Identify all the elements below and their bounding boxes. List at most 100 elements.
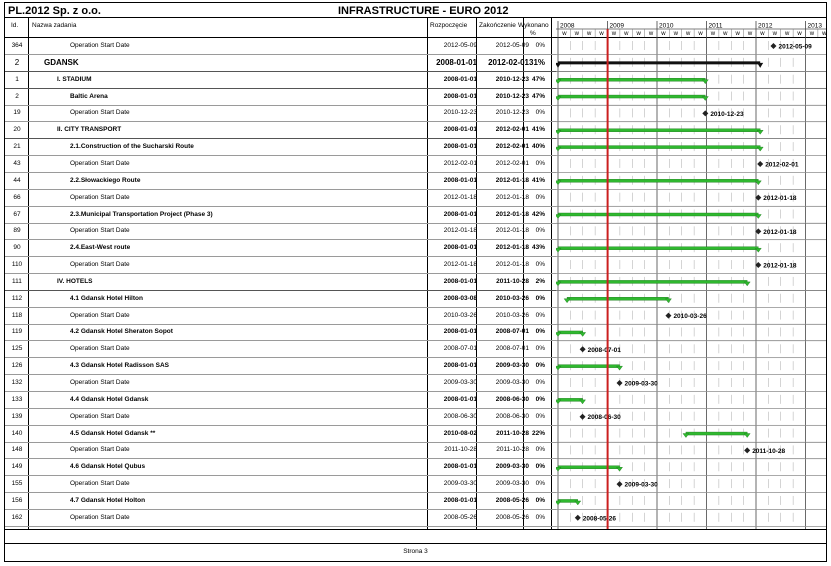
row-percent: 41%	[531, 176, 545, 184]
row-name: 4.7 Gdansk Hotel Holton	[70, 496, 146, 504]
week-label: w	[734, 31, 740, 37]
row-id: 133	[11, 395, 23, 403]
row-end-date: 2010-12-23	[495, 75, 529, 83]
milestone-diamond	[757, 160, 764, 167]
row-end-date: 2012-01-18	[495, 261, 529, 269]
row-name: Operation Start Date	[70, 227, 130, 235]
task-bar	[557, 78, 706, 82]
row-start-date: 2008-01-01	[443, 92, 477, 100]
row-start-date: 2009-03-30	[443, 480, 477, 488]
task-end-cap	[556, 500, 562, 506]
table-row: 364 Operation Start Date 2012-05-09 2012-05…	[5, 38, 826, 55]
table-row: 155 Operation Start Date 2009-03-30 2009-03…	[5, 476, 826, 494]
table-row: 19 Operation Start Date 2010-12-23 2010-12-…	[5, 105, 826, 123]
row-separator	[5, 323, 826, 325]
row-end-date: 2012-02-01	[495, 159, 529, 167]
table-row: 162 Operation Start Date 2008-05-26 2008-05…	[5, 510, 826, 527]
milestone-diamond	[579, 346, 586, 353]
row-percent: 0%	[535, 42, 545, 49]
row-id: 67	[13, 210, 21, 218]
task-end-cap	[556, 365, 562, 371]
milestone-diamond	[755, 262, 762, 269]
row-percent: 0%	[535, 496, 545, 504]
task-end-cap	[556, 146, 562, 152]
milestone-diamond	[770, 43, 777, 49]
row-name: IV. HOTELS	[57, 277, 93, 285]
year-label: 2011	[709, 23, 723, 30]
row-start-date: 2008-03-08	[443, 294, 477, 302]
week-label: w	[796, 31, 802, 37]
milestone-label: 2010-03-26	[673, 313, 707, 320]
row-percent: 0%	[535, 159, 545, 167]
row-name: Operation Start Date	[70, 412, 130, 420]
task-bar	[557, 212, 759, 217]
report-title: INFRASTRUCTURE - EURO 2012	[338, 5, 509, 17]
milestone-label: 2012-02-01	[765, 161, 799, 168]
task-end-cap	[556, 96, 562, 101]
row-start-date: 2008-01-01	[443, 463, 477, 471]
col-start-header: Rozpoczęcie	[430, 22, 468, 29]
row-name: 2.3.Municipal Transportation Project (Ph…	[70, 210, 213, 218]
milestone-label: 2012-05-09	[778, 44, 812, 51]
week-label: w	[561, 31, 567, 37]
row-id: 126	[11, 362, 23, 370]
row-name: Operation Start Date	[70, 311, 130, 319]
row-separator	[5, 340, 826, 342]
row-separator	[5, 289, 826, 291]
row-start-date: 2008-01-01	[443, 210, 477, 218]
row-id: 66	[13, 193, 21, 201]
year-label: 2012	[758, 23, 773, 30]
row-end-date: 2012-02-01	[495, 143, 529, 151]
row-percent: 0%	[535, 109, 545, 117]
table-row: 111 IV. HOTELS 2008-01-01 2011-10-28 2%	[5, 274, 826, 291]
row-start-date: 2008-01-01	[443, 176, 477, 184]
milestone-label: 2012-01-18	[763, 263, 797, 270]
row-percent: 0%	[535, 345, 545, 353]
row-end-date: 2012-02-01	[495, 126, 529, 134]
row-separator	[5, 492, 826, 494]
milestone-label: 2012-01-18	[763, 229, 797, 236]
row-end-date: 2012-02-01	[488, 57, 529, 67]
table-row: 139 Operation Start Date 2008-06-30 2008-06…	[5, 409, 826, 426]
row-name: 2.2.Słowackiego Route	[70, 176, 141, 184]
table-row: 110 Operation Start Date 2012-01-18 2012-01…	[5, 257, 826, 275]
row-start-date: 2008-05-26	[443, 513, 477, 521]
task-end-cap	[754, 248, 762, 253]
summary-bar	[558, 61, 761, 65]
task-end-cap	[743, 433, 751, 438]
page-footer: Strona 3	[403, 548, 428, 555]
milestone-diamond	[755, 194, 762, 201]
row-separator	[5, 525, 826, 527]
row-separator	[5, 222, 826, 224]
row-percent: 0%	[535, 412, 545, 420]
table-bottom-rule	[4, 529, 827, 530]
task-end-cap	[556, 281, 562, 287]
row-start-date: 2008-01-01	[443, 126, 477, 134]
week-label: w	[660, 31, 666, 37]
row-name: Operation Start Date	[70, 261, 130, 269]
row-separator	[5, 256, 826, 258]
row-start-date: 2008-01-01	[436, 57, 477, 67]
row-id: 155	[11, 480, 23, 488]
row-end-date: 2012-01-18	[495, 193, 529, 201]
task-end-cap	[754, 180, 762, 186]
row-id: 20	[13, 126, 21, 134]
week-label: w	[685, 31, 691, 37]
row-percent: 0%	[535, 463, 545, 471]
table-row: 43 Operation Start Date 2012-02-01 2012-02-…	[5, 156, 826, 173]
summary-end-cap	[556, 62, 561, 68]
task-end-cap	[754, 214, 762, 219]
task-end-cap	[563, 298, 571, 304]
task-end-cap	[579, 399, 586, 405]
row-start-date: 2012-05-09	[443, 42, 477, 49]
table-row: 20 II. CITY TRANSPORT 2008-01-01 2012-02-01…	[5, 122, 826, 140]
row-percent: 0%	[535, 480, 545, 488]
milestone-label: 2008-06-30	[588, 414, 622, 421]
task-end-cap	[556, 130, 562, 135]
row-separator	[5, 70, 826, 72]
row-separator	[5, 424, 826, 426]
table-row: 1 I. STADIUM 2008-01-01 2010-12-23 47%	[5, 72, 826, 89]
table-row: 119 4.2 Gdansk Hotel Sheraton Sopot 2008-0…	[5, 324, 826, 342]
year-label: 2010	[659, 23, 674, 30]
task-end-cap	[665, 298, 672, 304]
